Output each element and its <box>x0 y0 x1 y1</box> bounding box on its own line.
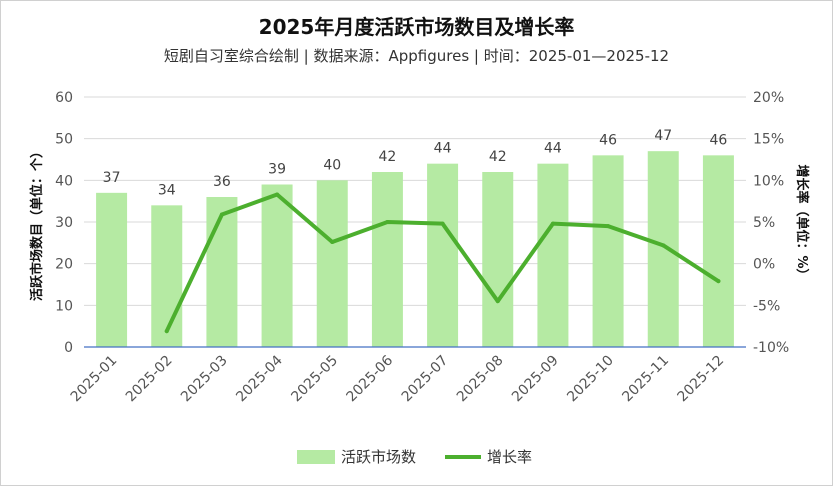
growth-rate-point <box>164 329 169 334</box>
bar-value-label: 44 <box>434 141 452 157</box>
growth-rate-point <box>495 299 500 304</box>
x-tick-label: 2025-08 <box>454 353 507 406</box>
growth-rate-point <box>661 243 666 248</box>
bar-value-label: 39 <box>268 162 286 178</box>
bar-value-label: 47 <box>654 128 672 144</box>
y-right-tick-label: 20% <box>753 90 784 106</box>
y-right-tick-label: 15% <box>753 132 784 148</box>
x-tick-label: 2025-03 <box>178 353 231 406</box>
y-right-tick-label: 0% <box>753 257 775 273</box>
legend-label-bar: 活跃市场数 <box>341 448 416 466</box>
growth-rate-point <box>716 279 721 284</box>
bar <box>647 151 679 347</box>
bar-value-label: 36 <box>213 174 231 190</box>
y-left-tick-label: 30 <box>55 215 73 231</box>
bar <box>371 172 403 347</box>
x-tick-label: 2025-01 <box>68 353 121 406</box>
x-tick-label: 2025-05 <box>288 353 341 406</box>
bar <box>482 172 514 347</box>
bar <box>151 205 183 347</box>
chart-title: 2025年月度活跃市场数目及增长率 <box>258 15 575 39</box>
labels-layer: 37 34 36 39 40 42 44 42 44 46 47 46 <box>103 128 728 198</box>
y-right-tick-label: 10% <box>753 173 784 189</box>
growth-rate-point <box>330 240 335 244</box>
bar-value-label: 40 <box>323 157 341 173</box>
bar <box>702 155 734 347</box>
y-left-tick-label: 40 <box>55 173 73 189</box>
bar-value-label: 46 <box>710 132 728 148</box>
x-tick-label: 2025-10 <box>564 353 617 406</box>
bar-value-label: 42 <box>489 149 507 165</box>
bar-value-label: 34 <box>158 182 176 198</box>
x-tick-label: 2025-09 <box>509 353 562 406</box>
bar <box>316 180 348 347</box>
bar-value-label: 44 <box>544 141 562 157</box>
bar-value-label: 37 <box>103 170 121 186</box>
growth-rate-point <box>550 221 555 226</box>
y-left-tick-label: 20 <box>55 257 73 273</box>
x-tick-label: 2025-12 <box>675 353 728 406</box>
bar <box>261 184 293 347</box>
y-left-tick-label: 10 <box>55 298 73 314</box>
x-tick-label: 2025-11 <box>619 353 672 406</box>
legend-swatch-bar <box>297 450 335 464</box>
legend: 活跃市场数 增长率 <box>297 448 532 466</box>
line-layer <box>164 192 721 334</box>
bar <box>592 155 624 347</box>
bar-value-label: 42 <box>379 149 397 165</box>
bar <box>427 163 459 347</box>
growth-rate-point <box>219 212 224 217</box>
x-tick-label: 2025-06 <box>344 352 397 405</box>
chart-subtitle: 短剧自习室综合绘制 | 数据来源：Appfigures | 时间：2025-01… <box>163 47 670 65</box>
bar <box>537 163 569 347</box>
growth-rate-point <box>275 192 280 197</box>
grid-layer <box>84 96 746 306</box>
legend-label-line: 增长率 <box>487 448 532 466</box>
bar <box>206 197 238 347</box>
bars-layer <box>96 151 734 347</box>
growth-rate-point <box>440 221 445 226</box>
x-tick-label: 2025-02 <box>123 353 176 406</box>
y-axis-right-label: 增长率（单位：%） <box>794 164 810 281</box>
y-right-tick-label: -10% <box>753 340 789 356</box>
growth-rate-point <box>385 220 390 224</box>
y-axis-left-label: 活跃市场数目（单位：个） <box>29 145 45 301</box>
bar <box>96 192 128 347</box>
y-left-tick-label: 60 <box>55 90 73 106</box>
y-right-tick-label: -5% <box>753 298 780 314</box>
y-right-tick-label: 5% <box>753 215 775 231</box>
x-tick-label: 2025-07 <box>399 353 452 406</box>
x-tick-label: 2025-04 <box>233 352 286 405</box>
bar-value-label: 46 <box>599 132 617 148</box>
growth-rate-point <box>606 224 611 229</box>
y-left-tick-label: 0 <box>64 340 73 356</box>
y-left-tick-label: 50 <box>55 132 73 148</box>
